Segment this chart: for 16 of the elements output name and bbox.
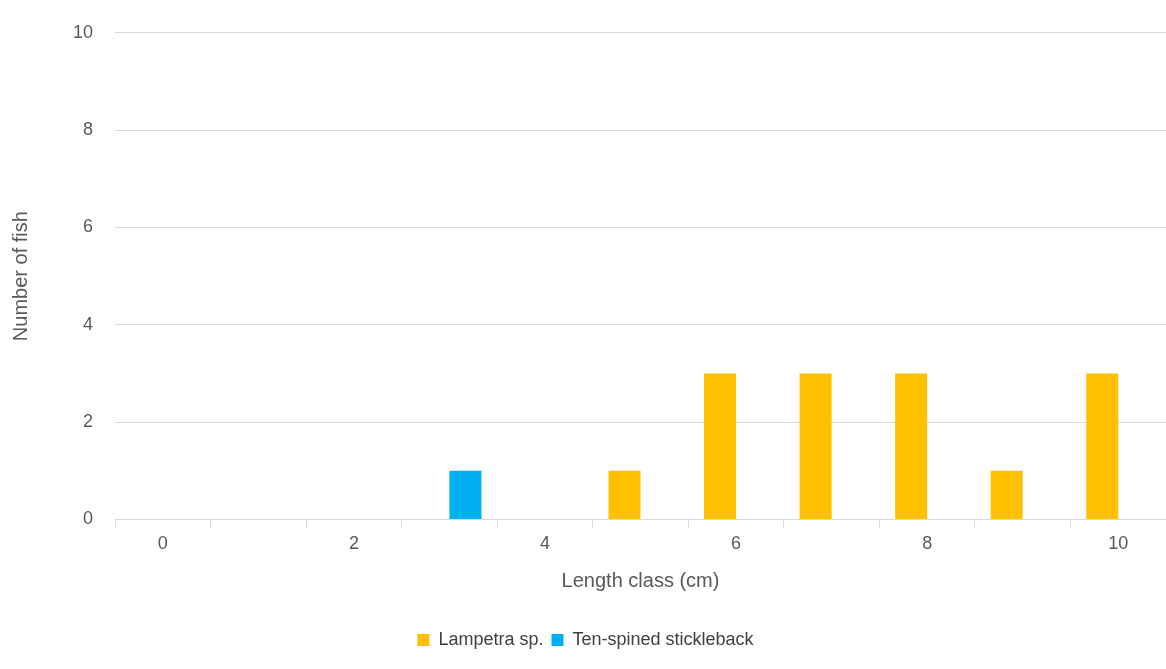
x-tick-label: 4 xyxy=(539,533,550,554)
y-tick-label: 8 xyxy=(83,119,94,140)
x-tick-label: 0 xyxy=(157,533,168,554)
x-axis-title: Length class (cm) xyxy=(561,568,720,591)
y-tick-label: 10 xyxy=(72,21,94,42)
legend-label: Ten-spined stickleback xyxy=(572,628,755,649)
x-tick-label: 10 xyxy=(1108,533,1129,554)
y-tick-label: 4 xyxy=(83,313,94,334)
y-axis-title: Number of fish xyxy=(8,211,31,342)
y-tick-label: 2 xyxy=(83,411,94,432)
y-tick-label: 0 xyxy=(83,508,94,529)
legend-label: Lampetra sp. xyxy=(438,628,544,649)
x-tick-label: 6 xyxy=(731,533,742,554)
y-tick-label: 6 xyxy=(83,216,94,237)
x-tick-label: 2 xyxy=(348,533,359,554)
x-tick-label: 8 xyxy=(922,533,933,554)
